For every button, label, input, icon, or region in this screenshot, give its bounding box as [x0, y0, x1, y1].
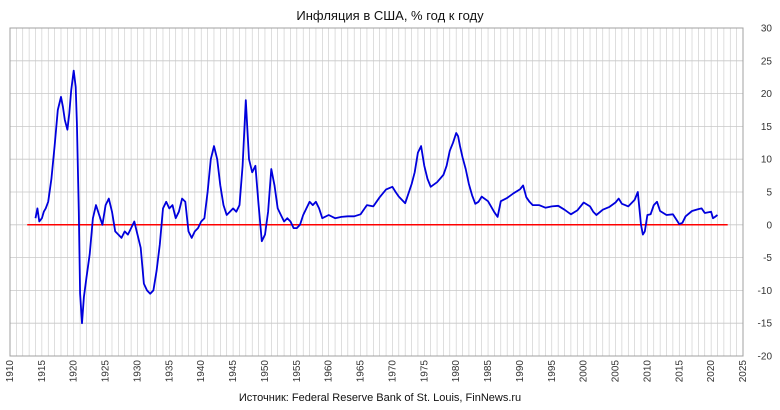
y-tick-label: 20 — [761, 89, 773, 100]
x-tick-label: 1990 — [515, 360, 526, 383]
y-tick-label: 0 — [766, 220, 772, 231]
chart-title: Инфляция в США, % год к году — [296, 8, 484, 23]
x-tick-label: 2010 — [642, 360, 653, 383]
x-tick-label: 1960 — [324, 360, 335, 383]
x-tick-label: 1910 — [5, 360, 16, 383]
x-tick-label: 1985 — [483, 360, 494, 383]
y-tick-label: 5 — [766, 188, 772, 199]
x-tick-label: 1945 — [228, 360, 239, 383]
y-axis-ticks: -20 -15 -10 -5 0 5 10 15 20 25 30 — [758, 24, 773, 363]
plot-area-border — [9, 27, 744, 357]
y-tick-label: 15 — [761, 122, 773, 133]
series-line — [34, 69, 719, 325]
y-tick-label: -5 — [763, 253, 772, 264]
x-tick-label: 1965 — [356, 360, 367, 383]
x-tick-label: 1970 — [387, 360, 398, 383]
x-tick-label: 1955 — [292, 360, 303, 383]
x-tick-label: 1920 — [69, 360, 80, 383]
y-tick-label: -15 — [758, 319, 773, 330]
x-tick-label: 1980 — [451, 360, 462, 383]
y-tick-label: -20 — [758, 352, 773, 363]
y-tick-label: 30 — [761, 24, 773, 35]
x-tick-label: 2005 — [611, 360, 622, 383]
x-axis-ticks: 1910 1915 1920 1925 1930 1935 1940 1945 1950 1955… — [5, 360, 749, 383]
x-tick-label: 1995 — [547, 360, 558, 383]
y-tick-label: -10 — [758, 286, 773, 297]
x-tick-label: 1975 — [419, 360, 430, 383]
y-tick-label: 25 — [761, 56, 773, 67]
x-tick-label: 1940 — [196, 360, 207, 383]
grid — [10, 28, 743, 356]
x-tick-label: 1915 — [37, 360, 48, 383]
x-tick-label: 2000 — [579, 360, 590, 383]
x-tick-label: 1925 — [101, 360, 112, 383]
y-tick-label: 10 — [761, 155, 773, 166]
x-tick-label: 2015 — [674, 360, 685, 383]
x-tick-label: 2020 — [706, 360, 717, 383]
x-tick-label: 2025 — [738, 360, 749, 383]
x-tick-label: 1935 — [164, 360, 175, 383]
x-tick-label: 1950 — [260, 360, 271, 383]
x-tick-label: 1930 — [132, 360, 143, 383]
source-note: Источник: Federal Reserve Bank of St. Lo… — [239, 392, 521, 404]
